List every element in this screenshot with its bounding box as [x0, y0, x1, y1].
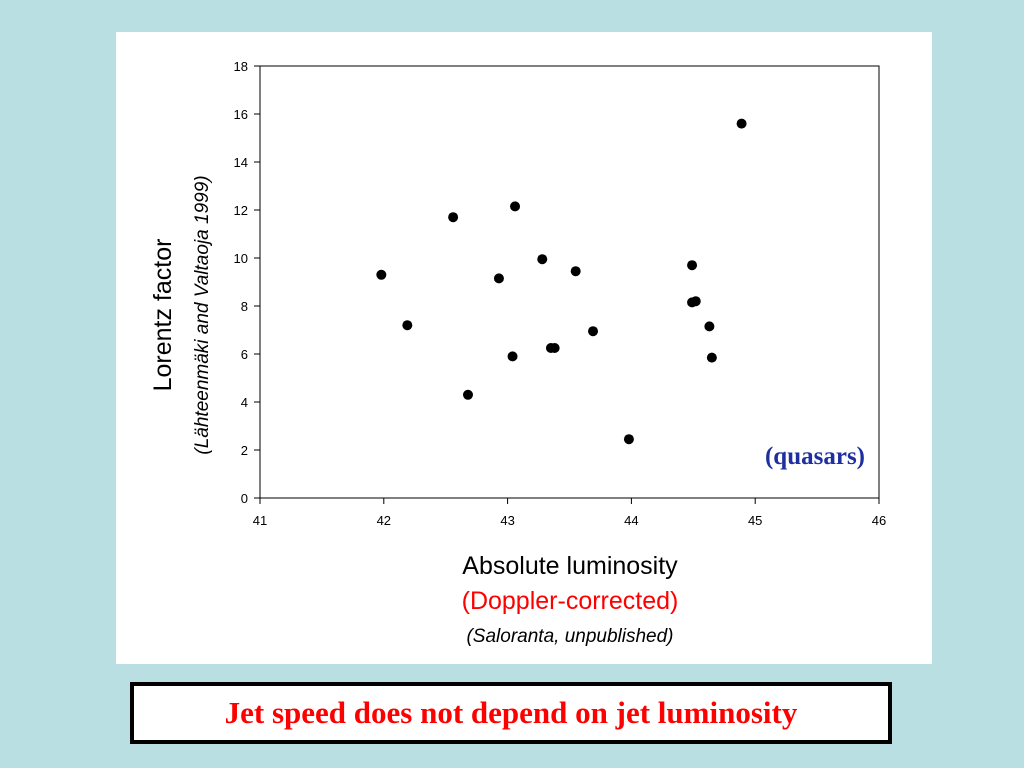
data-point [537, 254, 548, 265]
x-tick-label: 41 [253, 513, 267, 528]
plot-area-frame [259, 65, 880, 499]
y-tick-label: 4 [241, 395, 248, 410]
data-point [507, 351, 518, 362]
y-tick-label: 8 [241, 299, 248, 314]
data-point [706, 352, 717, 363]
y-axis-sublabel: (Lähteenmäki and Valtaoja 1999) [192, 175, 213, 454]
data-point [704, 321, 715, 332]
data-point [690, 296, 701, 307]
data-point [570, 266, 581, 277]
chart-panel: 0 2 4 6 8 10 12 14 16 18 41 42 43 44 45 46 Lorentz fac… [116, 32, 932, 664]
x-tick-label: 46 [872, 513, 886, 528]
y-tick-label: 16 [234, 107, 248, 122]
y-tick-label: 2 [241, 443, 248, 458]
x-axis-sublabel: (Doppler-corrected) [462, 587, 679, 615]
data-points [376, 118, 747, 445]
data-point [549, 343, 560, 353]
data-point [462, 389, 473, 400]
y-tick-label: 18 [234, 59, 248, 74]
quasars-annotation: (quasars) [765, 443, 865, 470]
x-tick-label: 45 [748, 513, 762, 528]
data-point [402, 320, 413, 331]
x-tick-label: 42 [377, 513, 391, 528]
data-point [687, 260, 698, 271]
data-point [736, 118, 747, 129]
x-axis-ticks: 41 42 43 44 45 46 [253, 498, 886, 528]
x-tick-label: 44 [624, 513, 638, 528]
y-axis-ticks: 0 2 4 6 8 10 12 14 16 18 [234, 59, 260, 506]
data-point [510, 201, 521, 212]
caption-box: Jet speed does not depend on jet luminos… [130, 682, 892, 744]
data-point [588, 326, 599, 337]
data-point [376, 269, 387, 280]
data-point [448, 212, 459, 223]
data-point [623, 434, 634, 445]
caption-text: Jet speed does not depend on jet luminos… [224, 695, 798, 730]
y-tick-label: 10 [234, 251, 248, 266]
y-tick-label: 6 [241, 347, 248, 362]
x-axis-label: Absolute luminosity [462, 552, 678, 580]
y-tick-label: 14 [234, 155, 248, 170]
x-tick-label: 43 [500, 513, 514, 528]
y-tick-label: 12 [234, 203, 248, 218]
x-axis-credit: (Saloranta, unpublished) [466, 626, 673, 647]
y-axis-label: Lorentz factor [149, 239, 177, 392]
data-point [493, 273, 504, 284]
y-tick-label: 0 [241, 491, 248, 506]
